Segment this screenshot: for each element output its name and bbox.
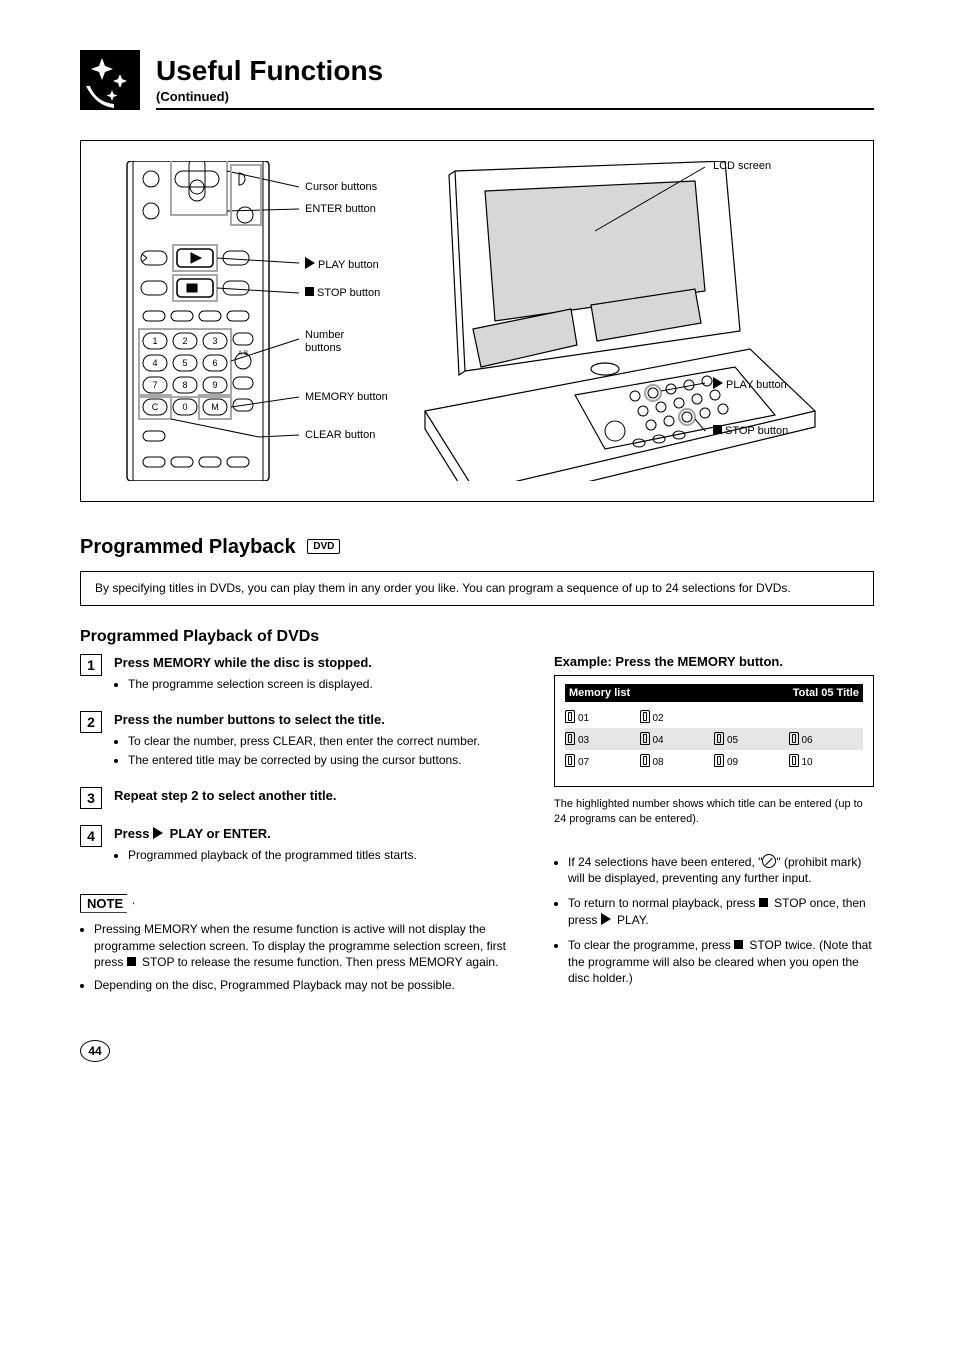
memory-header-right: Total 05 Title — [793, 687, 859, 699]
memory-cell: 02 — [640, 706, 715, 728]
memory-header-left: Memory list — [569, 687, 630, 699]
step-body: Press PLAY or ENTER. Programmed playback … — [114, 825, 417, 866]
note-item: To clear the programme, press STOP twice… — [568, 937, 874, 987]
memory-cell: 09 — [714, 750, 789, 772]
memory-cell: 08 — [640, 750, 715, 772]
svg-text:4: 4 — [152, 358, 157, 368]
note-item: If 24 selections have been entered, "" (… — [568, 854, 874, 888]
step-main-text: Press MEMORY while the disc is stopped. — [114, 654, 373, 672]
callout-enter: ENTER button — [305, 203, 376, 215]
svg-text:9: 9 — [212, 380, 217, 390]
callout-cursor: Cursor buttons — [305, 181, 377, 193]
step: 3 Repeat step 2 to select another title. — [80, 787, 524, 809]
memory-cell: 05 — [714, 728, 789, 750]
notes-left: Pressing MEMORY when the resume function… — [80, 921, 524, 994]
callout-numbers: Numberbuttons — [305, 329, 344, 355]
sub-heading: Programmed Playback of DVDs — [80, 628, 874, 646]
svg-text:1: 1 — [152, 336, 157, 346]
step: 1 Press MEMORY while the disc is stopped.… — [80, 654, 524, 695]
device-diagram: 1 2 3 4 5 6 7 8 9 C 0 M — [80, 140, 874, 502]
svg-text:8: 8 — [182, 380, 187, 390]
svg-text:C: C — [152, 402, 159, 412]
svg-text:3: 3 — [212, 336, 217, 346]
step-body: Repeat step 2 to select another title. — [114, 787, 337, 809]
memory-cell: 03 — [565, 728, 640, 750]
svg-text:0: 0 — [182, 402, 187, 412]
memory-example-title: Example: Press the MEMORY button. — [554, 654, 874, 669]
note-flag: NOTE — [80, 894, 134, 913]
svg-text:2: 2 — [182, 336, 187, 346]
step: 2 Press the number buttons to select the … — [80, 711, 524, 771]
memory-cell: 04 — [640, 728, 715, 750]
note-item: To return to normal playback, press STOP… — [568, 895, 874, 929]
step-number: 4 — [80, 825, 102, 847]
step-bullet: The programme selection screen is displa… — [128, 676, 373, 693]
step-body: Press the number buttons to select the t… — [114, 711, 480, 771]
svg-text:M: M — [211, 402, 219, 412]
step-main-text: Press PLAY or ENTER. — [114, 825, 417, 843]
step-number: 2 — [80, 711, 102, 733]
intro-text: By specifying titles in DVDs, you can pl… — [80, 571, 874, 606]
notes-right: If 24 selections have been entered, "" (… — [554, 854, 874, 988]
memory-cell: 06 — [789, 728, 864, 750]
callout-player-stop: STOP button — [713, 425, 788, 437]
memory-cell — [789, 706, 864, 728]
memory-row: 03040506 — [565, 728, 863, 750]
svg-text:7: 7 — [152, 380, 157, 390]
sparkle-icon — [80, 50, 140, 110]
memory-cell — [714, 706, 789, 728]
callout-clear: CLEAR button — [305, 429, 375, 441]
dvd-badge: DVD — [307, 539, 340, 554]
note-item: Depending on the disc, Programmed Playba… — [94, 977, 524, 994]
memory-row: 07080910 — [565, 750, 863, 772]
memory-cell: 10 — [789, 750, 864, 772]
step-bullet: To clear the number, press CLEAR, then e… — [128, 733, 480, 750]
page-title: Useful Functions — [156, 56, 874, 87]
step: 4 Press PLAY or ENTER. Programmed playback… — [80, 825, 524, 866]
memory-hint: The highlighted number shows which title… — [554, 797, 874, 828]
step-number: 3 — [80, 787, 102, 809]
callout-memory: MEMORY button — [305, 391, 388, 403]
step-bullet: Programmed playback of the programmed ti… — [128, 847, 417, 864]
step-number: 1 — [80, 654, 102, 676]
svg-text:6: 6 — [212, 358, 217, 368]
callout-player-play: PLAY button — [713, 377, 787, 391]
memory-row: 0102 — [565, 706, 863, 728]
step-body: Press MEMORY while the disc is stopped. T… — [114, 654, 373, 695]
memory-screen: Memory list Total 05 Title 0102030405060… — [554, 675, 874, 787]
note-item: Pressing MEMORY when the resume function… — [94, 921, 524, 971]
step-main-text: Press the number buttons to select the t… — [114, 711, 480, 729]
callout-lcd: LCD screen — [713, 160, 771, 172]
remote-diagram: 1 2 3 4 5 6 7 8 9 C 0 M — [119, 161, 319, 481]
prohibit-icon — [762, 854, 776, 868]
step-bullet: The entered title may be corrected by us… — [128, 752, 480, 769]
memory-cell: 01 — [565, 706, 640, 728]
callout-play: PLAY button — [305, 257, 379, 271]
page-subtitle: (Continued) — [156, 89, 874, 104]
memory-cell: 07 — [565, 750, 640, 772]
callout-stop: STOP button — [305, 287, 380, 299]
step-main-text: Repeat step 2 to select another title. — [114, 787, 337, 805]
svg-text:5: 5 — [182, 358, 187, 368]
section-title: Programmed Playback DVD — [80, 536, 874, 559]
page-number: 44 — [80, 1040, 874, 1062]
